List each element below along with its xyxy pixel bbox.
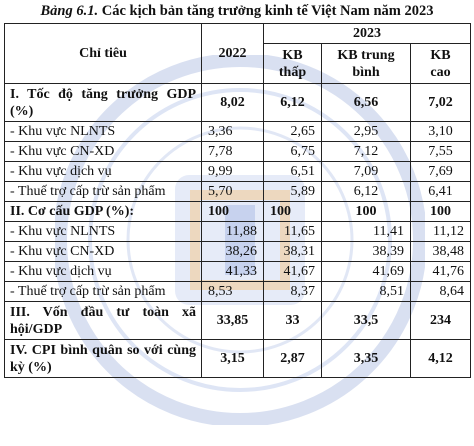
row-label: III. Vốn đầu tư toàn xã hội/GDP [4, 301, 202, 340]
value-kb-mid: 38,39 [321, 241, 411, 262]
value-2022: 5,70 [201, 181, 264, 202]
value-2022: 3,15 [201, 339, 264, 378]
value-kb-high: 11,12 [410, 221, 471, 242]
value-kb-high: 38,48 [410, 241, 471, 262]
value-kb-high: 7,69 [410, 161, 471, 182]
row-label: IV. CPI bình quân so với cùng kỳ (%) [4, 339, 202, 378]
table-row: - Khu vực NLNTS 11,88 11,65 11,41 11,12 [4, 221, 471, 242]
value-kb-mid: 6,12 [321, 181, 411, 202]
table-row: IV. CPI bình quân so với cùng kỳ (%) 3,1… [4, 339, 471, 378]
caption-lead: Bảng 6.1. [40, 3, 99, 19]
value-kb-high: 7,02 [410, 83, 471, 122]
header-2023: 2023 [263, 23, 471, 44]
value-kb-mid: 2,95 [321, 121, 411, 142]
value-kb-low: 11,65 [263, 221, 322, 242]
row-label: - Khu vực NLNTS [4, 121, 202, 142]
table-row: - Khu vực NLNTS 3,36 2,65 2,95 3,10 [4, 121, 471, 142]
row-label: - Thuế trợ cấp trừ sản phẩm [4, 181, 202, 202]
row-label: - Khu vực dịch vụ [4, 161, 202, 182]
value-2022: 9,99 [201, 161, 264, 182]
value-kb-high: 41,76 [410, 261, 471, 282]
table-row: - Khu vực dịch vụ 41,33 41,67 41,69 41,7… [4, 261, 471, 282]
value-kb-low: 33 [263, 301, 322, 340]
value-kb-mid: 6,56 [321, 83, 411, 122]
row-label: - Khu vực CN-XD [4, 141, 202, 162]
row-label: - Thuế trợ cấp trừ sản phẩm [4, 281, 202, 302]
gdp-scenarios-table: Chỉ tiêu 2022 2023 KB thấp KB trung bình K… [4, 23, 471, 378]
value-2022: 33,85 [201, 301, 264, 340]
value-2022: 8,02 [201, 83, 264, 122]
value-kb-mid: 41,69 [321, 261, 411, 282]
value-kb-low: 38,31 [263, 241, 322, 262]
value-kb-high: 100 [410, 201, 471, 222]
table-caption: Bảng 6.1. Các kịch bản tăng trưởng kinh … [0, 3, 474, 20]
value-2022: 7,78 [201, 141, 264, 162]
value-kb-mid: 7,09 [321, 161, 411, 182]
value-kb-low: 6,75 [263, 141, 322, 162]
value-kb-low: 2,65 [263, 121, 322, 142]
caption-text: Các kịch bản tăng trưởng kinh tế Việt Na… [98, 3, 434, 19]
table-row: - Khu vực CN-XD 38,26 38,31 38,39 38,48 [4, 241, 471, 262]
value-kb-high: 7,55 [410, 141, 471, 162]
value-kb-mid: 7,12 [321, 141, 411, 162]
value-2022: 3,36 [201, 121, 264, 142]
value-kb-mid: 33,5 [321, 301, 411, 340]
value-2022: 38,26 [201, 241, 264, 262]
value-kb-high: 6,41 [410, 181, 471, 202]
row-label: - Khu vực dịch vụ [4, 261, 202, 282]
value-kb-high: 8,64 [410, 281, 471, 302]
table-row: II. Cơ cấu GDP (%): 100 100 100 100 [4, 201, 471, 222]
header-kb-high: KB cao [410, 43, 471, 84]
value-2022: 41,33 [201, 261, 264, 282]
value-2022: 11,88 [201, 221, 264, 242]
value-kb-low: 6,51 [263, 161, 322, 182]
value-kb-high: 4,12 [410, 339, 471, 378]
header-indicator: Chỉ tiêu [4, 23, 202, 84]
table-row: - Khu vực dịch vụ 9,99 6,51 7,09 7,69 [4, 161, 471, 182]
value-kb-high: 234 [410, 301, 471, 340]
value-kb-mid: 100 [321, 201, 411, 222]
value-kb-low: 41,67 [263, 261, 322, 282]
header-2022: 2022 [201, 23, 264, 84]
value-kb-mid: 11,41 [321, 221, 411, 242]
value-kb-mid: 8,51 [321, 281, 411, 302]
row-label: II. Cơ cấu GDP (%): [4, 201, 202, 222]
value-kb-low: 100 [263, 201, 322, 222]
header-kb-mid: KB trung bình [321, 43, 411, 84]
table-row: - Khu vực CN-XD 7,78 6,75 7,12 7,55 [4, 141, 471, 162]
value-2022: 100 [201, 201, 264, 222]
row-label: - Khu vực NLNTS [4, 221, 202, 242]
value-2022: 8,53 [201, 281, 264, 302]
value-kb-low: 6,12 [263, 83, 322, 122]
header-kb-low: KB thấp [263, 43, 322, 84]
table-row: I. Tốc độ tăng trưởng GDP (%) 8,02 6,12 … [4, 83, 471, 122]
table-row: - Thuế trợ cấp trừ sản phẩm 5,70 5,89 6,… [4, 181, 471, 202]
value-kb-low: 2,87 [263, 339, 322, 378]
value-kb-mid: 3,35 [321, 339, 411, 378]
row-label: - Khu vực CN-XD [4, 241, 202, 262]
row-label: I. Tốc độ tăng trưởng GDP (%) [4, 83, 202, 122]
value-kb-low: 8,37 [263, 281, 322, 302]
table-row: - Thuế trợ cấp trừ sản phẩm 8,53 8,37 8,… [4, 281, 471, 302]
value-kb-high: 3,10 [410, 121, 471, 142]
table-row: III. Vốn đầu tư toàn xã hội/GDP 33,85 33… [4, 301, 471, 340]
value-kb-low: 5,89 [263, 181, 322, 202]
